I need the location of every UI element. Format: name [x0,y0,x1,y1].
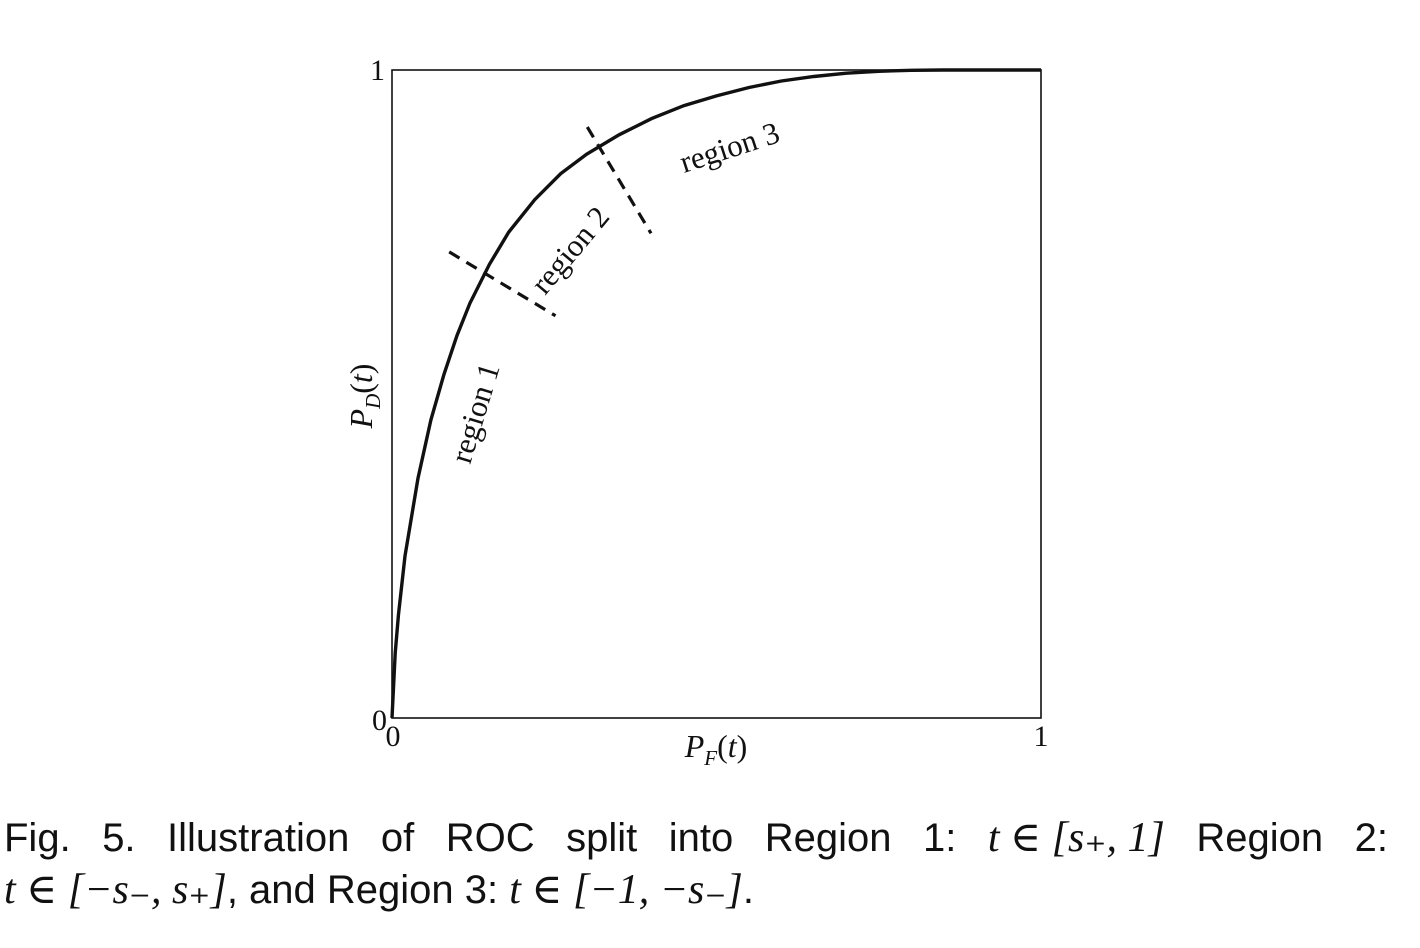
region-boundary-2 [585,126,653,235]
roc-chart: region 1 region 2 region 3 1 0 0 1 PF(t)… [343,54,1049,770]
caption-word: Illustration [167,816,350,860]
figure-caption: Fig. 5. Illustration of ROC split into R… [4,812,1388,916]
caption-word: Region [764,816,892,860]
region-boundary-1 [448,250,557,318]
caption-text: , and Region 3: [226,868,510,912]
caption-line-2: t ∈ [−s₋, s₊], and Region 3: t ∈ [−1, −s… [4,864,1388,916]
x-tick-label-1: 1 [1034,720,1049,753]
caption-end: . [742,868,755,912]
caption-word: ROC [445,816,535,860]
y-tick-label-1: 1 [370,54,385,87]
caption-word: Region [1196,816,1324,860]
roc-curve [390,68,1041,719]
x-axis-label: PF(t) [684,728,748,770]
x-tick-label-0: 0 [386,720,401,753]
caption-math-region-2: t ∈ [−s₋, s₊] [4,867,227,913]
region-boundaries [448,126,653,318]
y-axis-label: PD(t) [343,364,385,430]
svg-text:PD(t): PD(t) [343,364,385,430]
caption-word: Fig. [4,816,71,860]
caption-word: 1: [923,816,957,860]
caption-word: of [380,816,415,860]
region-2-label: region 2 [524,200,617,301]
caption-word: into [668,816,734,860]
caption-word: 5. [102,816,136,860]
region-3-label: region 3 [675,115,783,180]
y-tick-label-0: 0 [372,704,387,737]
caption-math-region-1: t ∈ [s₊, 1] [987,815,1165,861]
caption-word: split [566,816,638,860]
caption-word: 2: [1354,816,1388,860]
plot-frame [391,69,1042,719]
caption-line-1: Fig. 5. Illustration of ROC split into R… [4,812,1388,864]
region-1-label: region 1 [443,359,506,467]
caption-math-region-3: t ∈ [−1, −s₋] [509,867,743,913]
svg-text:PF(t): PF(t) [684,728,748,770]
